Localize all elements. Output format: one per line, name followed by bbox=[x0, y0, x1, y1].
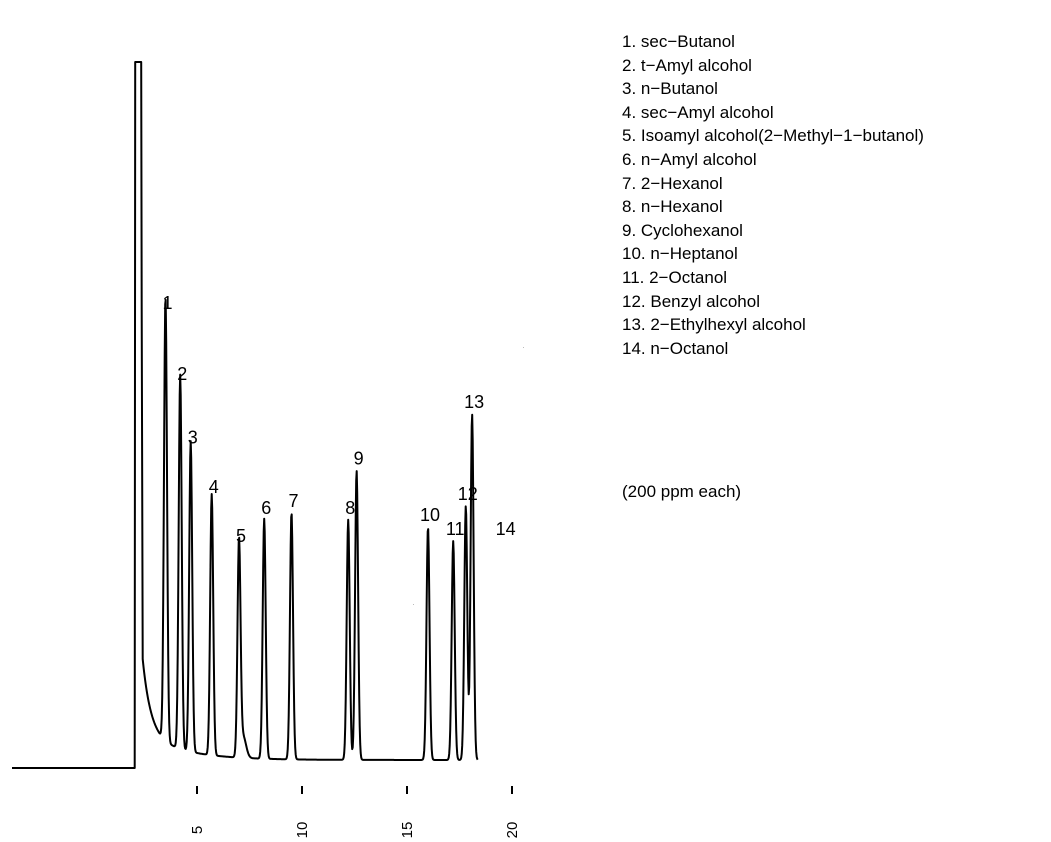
legend-item: 12. Benzyl alcohol bbox=[622, 291, 760, 311]
legend-item: 13. 2−Ethylhexyl alcohol bbox=[622, 315, 806, 335]
legend-item: 14. n−Octanol bbox=[622, 338, 729, 358]
peak-label: 6 bbox=[261, 498, 271, 518]
legend-item: 2. t−Amyl alcohol bbox=[622, 55, 752, 75]
legend-item: 5. Isoamyl alcohol(2−Methyl−1−butanol) bbox=[622, 126, 924, 146]
legend-item: 4. sec−Amyl alcohol bbox=[622, 102, 774, 122]
chromatogram-trace bbox=[12, 61, 479, 769]
x-axis-ticks: 5 10 15 20 bbox=[189, 786, 521, 838]
legend-item: 7. 2−Hexanol bbox=[622, 173, 723, 193]
peak-label: 13 bbox=[464, 392, 484, 412]
legend-item: 9. Cyclohexanol bbox=[622, 220, 743, 240]
x-tick-label: 10 bbox=[294, 822, 311, 839]
legend-item: 10. n−Heptanol bbox=[622, 244, 738, 264]
peak-label: 8 bbox=[345, 498, 355, 518]
x-tick-label: 5 bbox=[189, 826, 206, 834]
peak-label: 1 bbox=[162, 293, 172, 313]
scan-artifact bbox=[413, 604, 414, 605]
concentration-note: (200 ppm each) bbox=[622, 482, 742, 501]
peak-label: 10 bbox=[420, 505, 440, 525]
scan-artifact bbox=[523, 347, 524, 348]
peak-label: 11 bbox=[446, 519, 465, 539]
peak-label: 3 bbox=[188, 427, 198, 447]
x-tick-label: 20 bbox=[504, 822, 521, 839]
peak-label: 7 bbox=[288, 491, 298, 511]
peak-label: 2 bbox=[177, 364, 187, 384]
peak-label: 9 bbox=[354, 449, 364, 469]
peak-label: 5 bbox=[236, 526, 246, 546]
legend-item: 1. sec−Butanol bbox=[622, 32, 735, 51]
peak-label: 4 bbox=[209, 477, 219, 497]
compound-legend: 1. sec−Butanol 2. t−Amyl alcohol 3. n−Buta… bbox=[622, 30, 924, 360]
legend-item: 6. n−Amyl alcohol bbox=[622, 149, 757, 169]
legend-item: 11. 2−Octanol bbox=[622, 267, 728, 287]
legend-item: 3. n−Butanol bbox=[622, 79, 718, 99]
legend-item: 8. n−Hexanol bbox=[622, 197, 723, 217]
peak-label: 12 bbox=[458, 484, 478, 504]
x-tick-label: 15 bbox=[399, 822, 416, 839]
peak-label: 14 bbox=[496, 519, 516, 539]
